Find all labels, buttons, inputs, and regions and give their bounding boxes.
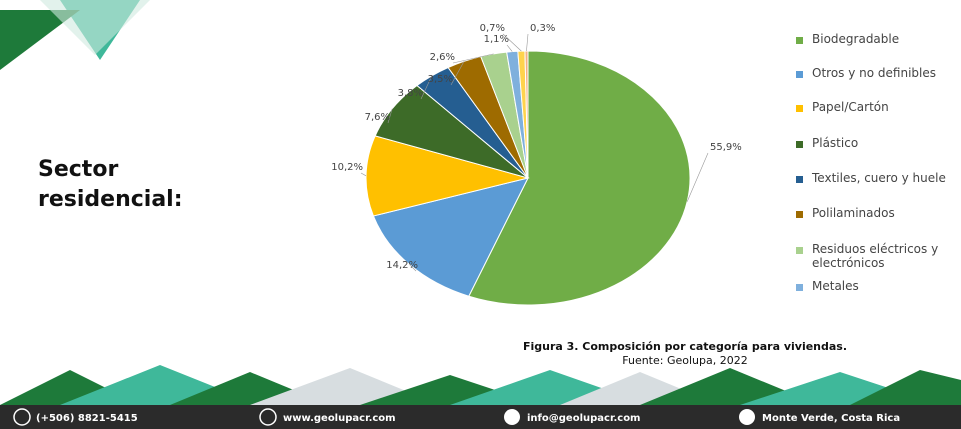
value-label: 0,3%	[530, 23, 555, 34]
legend-item: Residuos eléctricos y electrónicos	[796, 242, 961, 270]
value-label: 3,8%	[398, 88, 423, 99]
footer-location: Monte Verde, Costa Rica	[762, 413, 900, 424]
heading: Sector residencial:	[38, 155, 218, 215]
legend-label: Residuos eléctricos y electrónicos	[812, 242, 961, 270]
legend-item: Plástico	[796, 136, 961, 150]
caption: Figura 3. Composición por categoría para…	[490, 340, 880, 368]
source: Fuente: Geolupa, 2022	[490, 354, 880, 368]
legend-item: Metales	[796, 279, 961, 293]
legend-swatch	[796, 211, 803, 218]
footer-web: www.geolupacr.com	[283, 413, 396, 424]
figure-caption: Figura 3. Composición por categoría para…	[490, 340, 880, 354]
legend-item: Biodegradable	[796, 32, 961, 46]
legend-item: Textiles, cuero y huele	[796, 171, 961, 185]
legend-label: Papel/Cartón	[812, 100, 889, 114]
legend-swatch	[796, 71, 803, 78]
value-label: 2,6%	[430, 52, 455, 63]
leader-line	[526, 34, 528, 51]
legend-swatch	[796, 37, 803, 44]
legend-swatch	[796, 284, 803, 291]
value-label: 55,9%	[710, 142, 742, 153]
legend-label: Polilaminados	[812, 206, 895, 220]
icon-location	[739, 409, 755, 425]
footer-email: info@geolupacr.com	[527, 413, 640, 424]
legend-swatch	[796, 176, 803, 183]
value-label: 0,7%	[480, 23, 505, 34]
legend-item: Papel/Cartón	[796, 100, 961, 114]
legend-item: Polilaminados	[796, 206, 961, 220]
leader-line	[507, 45, 512, 52]
value-label: 3,5%	[428, 74, 453, 85]
value-label: 7,6%	[365, 112, 390, 123]
legend-swatch	[796, 247, 803, 254]
slide: (+506) 8821-5415 www.geolupacr.com info@…	[0, 0, 961, 429]
legend-swatch	[796, 105, 803, 112]
legend-label: Textiles, cuero y huele	[812, 171, 946, 185]
value-label: 10,2%	[331, 162, 363, 173]
legend-label: Otros y no definibles	[812, 66, 936, 80]
icon-mail	[504, 409, 520, 425]
footer-phone: (+506) 8821-5415	[36, 413, 138, 424]
legend-label: Plástico	[812, 136, 858, 150]
leader-line	[361, 173, 366, 176]
legend-label: Biodegradable	[812, 32, 899, 46]
legend-item: Otros y no definibles	[796, 66, 961, 80]
value-label: 14,2%	[386, 260, 418, 271]
legend-swatch	[796, 141, 803, 148]
legend-label: Metales	[812, 279, 859, 293]
pie: 55,9%14,2%10,2%7,6%3,8%3,5%2,6%1,1%0,7%0…	[331, 23, 742, 305]
